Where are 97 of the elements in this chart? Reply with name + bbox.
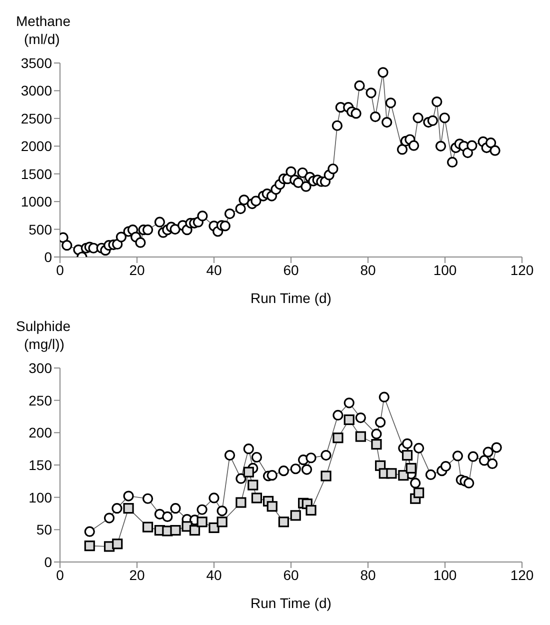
point: [410, 478, 421, 488]
point: [104, 512, 115, 524]
point: [123, 490, 134, 502]
point: [196, 504, 208, 515]
point: [491, 442, 502, 453]
point: [251, 492, 262, 504]
point: [320, 470, 332, 482]
point: [371, 428, 382, 440]
y-tick-label: 1000: [20, 194, 52, 210]
y-tick-label: 200: [28, 424, 52, 441]
x-tick-label: 20: [129, 262, 145, 278]
point: [243, 466, 254, 478]
point: [266, 470, 278, 481]
y-axis-title: Sulphide (mg/l)): [16, 317, 70, 353]
x-axis-title: Run Time (d): [250, 290, 332, 306]
point: [216, 516, 228, 528]
point: [332, 432, 344, 444]
y-tick-label: 3000: [20, 82, 52, 99]
point: [236, 473, 246, 484]
point: [306, 504, 316, 516]
point: [355, 412, 366, 424]
point: [290, 510, 301, 521]
point: [320, 450, 332, 461]
point: [440, 460, 452, 472]
point: [355, 431, 366, 442]
point: [371, 439, 382, 450]
point: [278, 516, 289, 528]
y-tick-label: 2500: [20, 110, 52, 126]
x-tick-label: 80: [360, 566, 376, 583]
point: [278, 466, 289, 476]
point: [216, 506, 228, 516]
point: [414, 442, 424, 454]
point: [112, 503, 122, 514]
y-tick-label: 0: [44, 554, 52, 570]
point: [332, 410, 344, 421]
x-tick-label: 60: [283, 566, 299, 583]
point: [251, 452, 262, 463]
x-tick-label: 0: [56, 262, 64, 278]
point: [402, 450, 413, 461]
point: [398, 470, 409, 481]
y-tick-label: 150: [28, 456, 52, 473]
x-tick-label: 40: [206, 566, 222, 583]
point: [414, 488, 424, 498]
y-tick-label: 2000: [20, 138, 52, 154]
x-tick-label: 0: [56, 566, 64, 583]
y-tick-label: 3500: [20, 54, 52, 71]
point: [406, 462, 416, 474]
point: [84, 540, 95, 552]
point: [482, 446, 494, 458]
point: [142, 522, 154, 532]
point: [248, 480, 258, 490]
point: [196, 516, 208, 528]
point: [170, 503, 181, 514]
point: [236, 497, 246, 508]
point: [402, 438, 413, 449]
point: [425, 469, 436, 480]
point: [290, 464, 301, 474]
point: [344, 414, 354, 426]
point: [386, 468, 397, 479]
y-tick-label: 500: [28, 221, 52, 238]
x-tick-label: 80: [360, 262, 376, 278]
point: [243, 444, 254, 454]
point: [123, 503, 134, 514]
point: [224, 450, 236, 461]
point: [468, 451, 478, 462]
point: [84, 526, 95, 537]
x-tick-label: 100: [433, 566, 457, 583]
point: [112, 538, 123, 550]
point: [189, 525, 200, 536]
point: [375, 417, 386, 428]
point: [487, 458, 498, 470]
point: [266, 501, 278, 512]
x-tick-label: 120: [510, 566, 534, 583]
x-tick-label: 120: [510, 262, 534, 278]
x-tick-label: 40: [206, 262, 222, 278]
point: [208, 522, 220, 534]
y-tick-label: 1500: [20, 166, 52, 182]
point: [452, 450, 464, 462]
y-tick-label: 250: [28, 392, 52, 408]
y-axis-title: Methane (ml/d): [16, 12, 70, 48]
x-axis-title: Run Time (d): [250, 595, 332, 611]
point: [464, 478, 474, 488]
point: [142, 493, 154, 504]
y-tick-label: 0: [44, 248, 52, 265]
point: [162, 511, 173, 522]
point: [306, 452, 316, 464]
x-tick-label: 20: [129, 566, 145, 583]
x-tick-label: 60: [283, 262, 299, 278]
point: [170, 525, 181, 536]
point: [301, 464, 312, 475]
y-tick-label: 300: [28, 360, 52, 376]
point: [208, 492, 220, 504]
y-tick-label: 100: [28, 489, 52, 506]
point: [344, 398, 354, 408]
y-tick-label: 50: [36, 522, 52, 538]
point: [378, 392, 390, 402]
x-tick-label: 100: [433, 262, 457, 278]
